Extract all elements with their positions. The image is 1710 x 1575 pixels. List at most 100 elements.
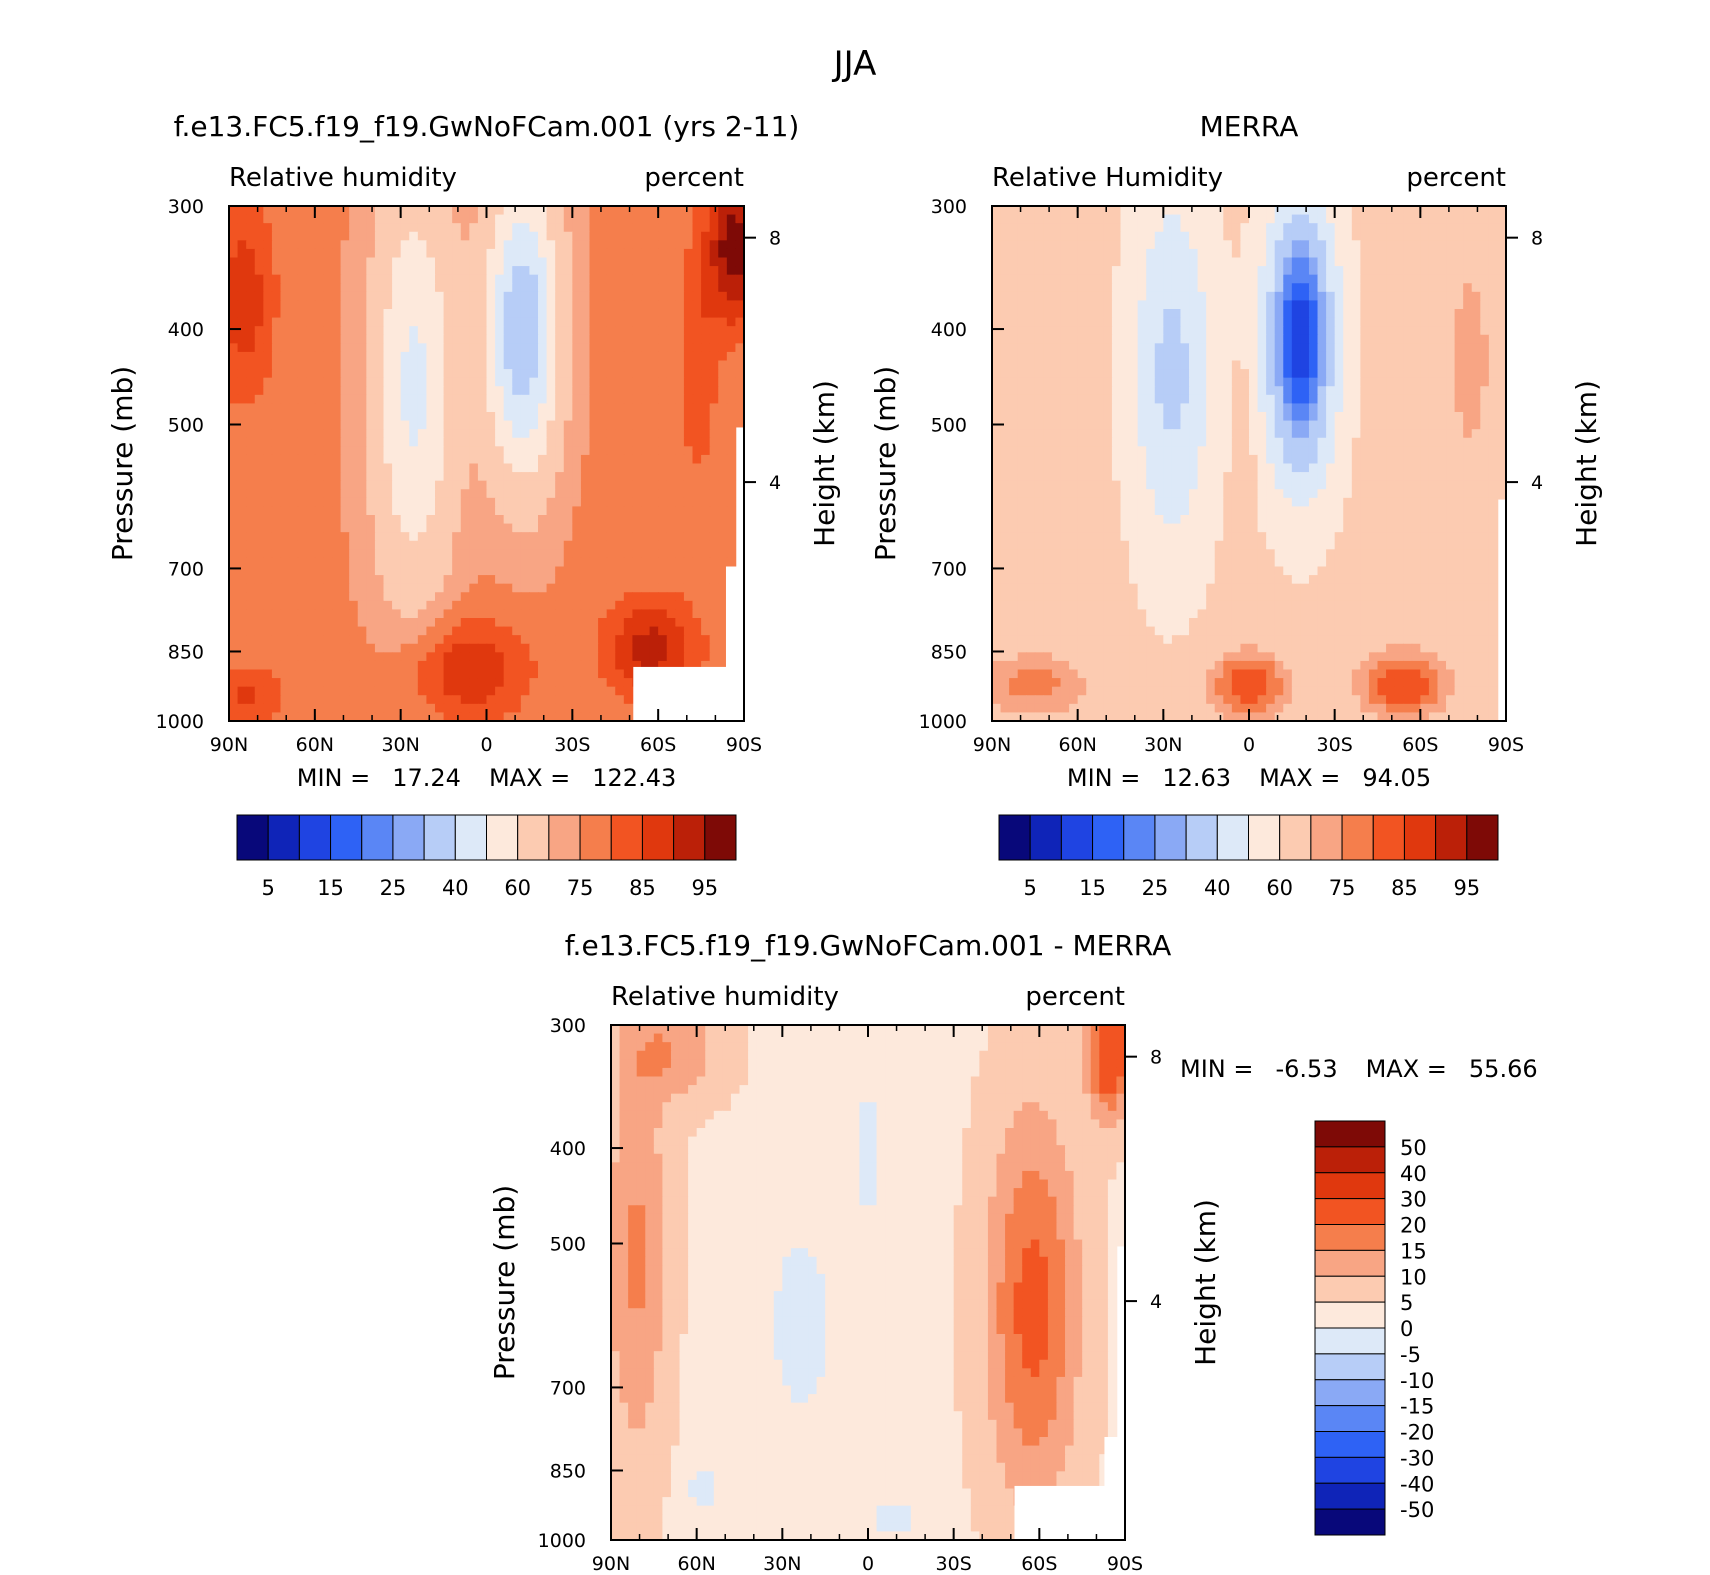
field-cell: [572, 480, 582, 490]
field-cell: [641, 618, 651, 628]
field-cell: [409, 463, 419, 473]
field-cell: [289, 540, 299, 550]
field-cell: [263, 386, 273, 396]
field-cell: [563, 351, 573, 362]
field-cell: [1437, 369, 1447, 379]
field-cell: [1240, 240, 1250, 250]
field-cell: [546, 618, 556, 628]
field-cell: [495, 317, 505, 327]
field-cell: [409, 309, 419, 319]
field-cell: [692, 369, 702, 379]
field-cell: [503, 497, 513, 508]
min-max-stats: MIN = 17.24 MAX = 122.43: [297, 764, 677, 792]
field-cell: [469, 669, 479, 679]
field-cell: [520, 643, 531, 653]
field-cell: [280, 540, 290, 550]
field-cell: [1308, 309, 1319, 319]
field-cell: [1471, 291, 1481, 302]
field-cell: [1274, 334, 1284, 344]
field-cell: [555, 369, 565, 379]
field-cell: [469, 626, 479, 636]
field-cell: [1154, 240, 1164, 250]
field-cell: [1197, 257, 1207, 267]
field-cell: [263, 712, 273, 722]
field-cell: [477, 291, 488, 302]
field-cell: [280, 686, 290, 696]
field-cell: [495, 446, 505, 456]
field-cell: [229, 583, 239, 593]
field-cell: [1266, 291, 1276, 302]
field-cell: [572, 437, 582, 447]
field-cell: [1103, 214, 1113, 224]
field-cell: [512, 652, 522, 662]
field-cell: [469, 686, 479, 696]
field-cell: [555, 652, 565, 662]
field-cell: [357, 626, 367, 636]
field-cell: [383, 446, 393, 456]
field-cell: [580, 463, 591, 473]
field-cell: [1017, 360, 1027, 370]
field-cell: [237, 437, 247, 447]
field-cell: [460, 317, 470, 327]
field-cell: [417, 223, 428, 233]
field-cell: [709, 257, 719, 267]
field-cell: [323, 420, 333, 430]
field-cell: [512, 248, 522, 259]
field-cell: [718, 403, 728, 413]
field-cell: [271, 223, 282, 233]
field-cell: [615, 334, 625, 344]
field-cell: [1308, 351, 1319, 362]
field-cell: [529, 326, 539, 336]
field-cell: [1137, 369, 1147, 379]
field-cell: [512, 660, 522, 671]
field-cell: [435, 231, 445, 241]
field-cell: [1454, 351, 1464, 362]
field-cell: [992, 309, 1002, 319]
field-cell: [469, 437, 479, 447]
field-cell: [332, 291, 342, 302]
field-cell: [1351, 326, 1361, 336]
field-cell: [589, 652, 599, 662]
colorbar-cell: [548, 814, 581, 861]
field-cell: [580, 291, 591, 302]
field-cell: [1351, 300, 1361, 310]
field-cell: [486, 334, 496, 344]
field-cell: [306, 377, 316, 387]
field-cell: [538, 686, 548, 696]
field-cell: [1343, 317, 1353, 327]
field-cell: [246, 300, 256, 310]
field-cell: [675, 317, 685, 327]
field-cell: [349, 351, 359, 362]
field-cell: [1326, 283, 1336, 293]
field-cell: [443, 283, 453, 293]
field-cell: [1291, 326, 1301, 336]
field-cell: [1437, 377, 1447, 387]
field-cell: [1454, 266, 1464, 276]
field-cell: [435, 291, 445, 302]
field-cell: [1368, 369, 1379, 379]
field-cell: [383, 557, 393, 568]
field-cell: [503, 669, 513, 679]
field-cell: [1437, 300, 1447, 310]
field-cell: [400, 669, 410, 679]
field-cell: [1394, 206, 1404, 216]
field-cell: [1420, 291, 1430, 302]
field-cell: [1086, 231, 1096, 241]
field-cell: [271, 583, 282, 593]
field-cell: [477, 686, 488, 696]
field-cell: [469, 274, 479, 284]
field-cell: [417, 343, 428, 353]
field-cell: [1120, 300, 1130, 310]
field-cell: [426, 429, 436, 439]
field-cell: [598, 660, 608, 671]
field-cell: [589, 420, 599, 430]
field-cell: [400, 549, 410, 559]
field-cell: [263, 317, 273, 327]
field-cell: [452, 266, 462, 276]
field-cell: [735, 231, 745, 241]
field-cell: [271, 480, 282, 490]
field-cell: [1000, 351, 1010, 362]
field-cell: [400, 429, 410, 439]
field-cell: [254, 643, 264, 653]
field-cell: [289, 497, 299, 508]
